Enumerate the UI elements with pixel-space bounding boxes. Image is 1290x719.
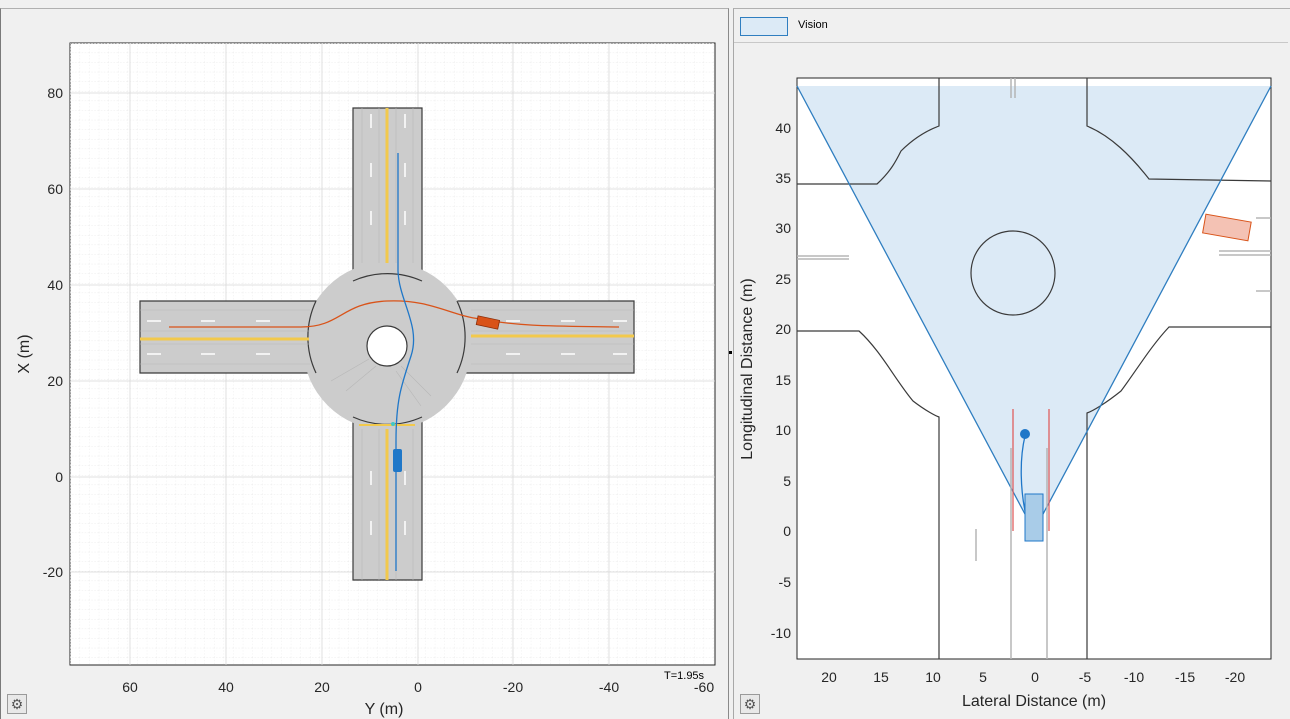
ego-vehicle: [393, 449, 402, 472]
target-vehicle: [475, 315, 501, 330]
panel-divider[interactable]: [729, 351, 732, 354]
y-tick: 40: [775, 120, 791, 136]
ego-trajectory: [395, 153, 415, 571]
x-tick: -40: [599, 679, 619, 695]
y-tick: 40: [47, 277, 63, 293]
x-tick: -20: [503, 679, 523, 695]
x-tick: 60: [122, 679, 138, 695]
y-tick: 0: [783, 523, 791, 539]
y-tick: 20: [775, 321, 791, 337]
y-tick: -5: [779, 574, 792, 590]
simulation-time: T=1.95s: [664, 670, 705, 682]
x-axis-label: Y (m): [365, 701, 404, 718]
target-vehicle-outline: [1202, 213, 1252, 242]
legend-swatch-vision[interactable]: [740, 17, 788, 36]
y-tick: 80: [47, 85, 63, 101]
y-axis-label: X (m): [16, 334, 33, 373]
x-axis-label: Lateral Distance (m): [962, 693, 1106, 710]
vision-coverage-area: [797, 86, 1271, 531]
y-tick: 0: [55, 469, 63, 485]
x-tick: 0: [1031, 669, 1039, 685]
legend: Vision: [734, 11, 1288, 43]
y-tick: 30: [775, 220, 791, 236]
chase-view-panel: 20 15 10 5 0 -5 -10 -15 -20 40 35 30 25 …: [733, 8, 1290, 719]
roundabout-island: [366, 325, 408, 367]
ego-vehicle-outline: [1024, 493, 1044, 542]
y-tick: 20: [47, 373, 63, 389]
x-tick: 20: [314, 679, 330, 695]
birds-eye-plot: 60 40 20 0 -20 -40 -60 80 60 40 20 0 -20…: [16, 42, 716, 718]
x-tick: -15: [1175, 669, 1195, 685]
birds-eye-panel: 60 40 20 0 -20 -40 -60 80 60 40 20 0 -20…: [0, 8, 729, 719]
y-axis-label: Longitudinal Distance (m): [739, 278, 756, 459]
x-tick: 5: [979, 669, 987, 685]
gear-icon[interactable]: ⚙: [740, 694, 760, 714]
x-tick: -60: [694, 679, 714, 695]
y-tick: 5: [783, 473, 791, 489]
ego-path-point: [1020, 429, 1030, 439]
legend-label-vision[interactable]: Vision: [798, 19, 828, 31]
y-tick: -20: [43, 564, 63, 580]
chase-view-plot: 20 15 10 5 0 -5 -10 -15 -20 40 35 30 25 …: [739, 77, 1272, 710]
x-tick: 10: [925, 669, 941, 685]
target-trajectory: [169, 300, 620, 328]
gear-icon[interactable]: ⚙: [7, 694, 27, 714]
y-tick: 15: [775, 372, 791, 388]
y-tick: 10: [775, 422, 791, 438]
x-tick: -5: [1079, 669, 1092, 685]
y-tick: 25: [775, 271, 791, 287]
x-tick: 40: [218, 679, 234, 695]
x-tick: -10: [1124, 669, 1144, 685]
x-tick: 15: [873, 669, 889, 685]
x-tick: -20: [1225, 669, 1245, 685]
x-tick: 0: [414, 679, 422, 695]
x-tick: 20: [821, 669, 837, 685]
y-tick: 35: [775, 170, 791, 186]
y-tick: -10: [771, 625, 791, 641]
y-tick: 60: [47, 181, 63, 197]
